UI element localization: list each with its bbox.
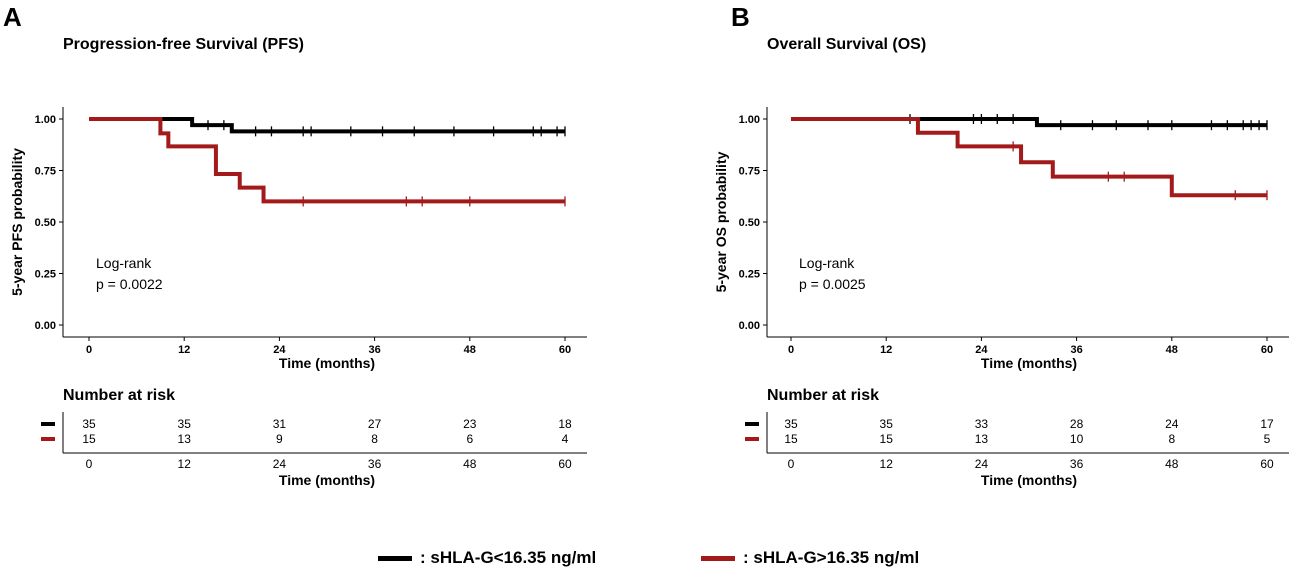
panel-b-risk-count-high: 13	[975, 432, 989, 446]
panel-a-xtick-label: 36	[368, 344, 380, 356]
panel-b-ytick-label: 0.00	[739, 320, 760, 332]
panel-b-risk-count-high: 15	[880, 432, 894, 446]
panel-b-xtick-label: 12	[880, 344, 892, 356]
panel-a-ytick-label: 0.25	[35, 269, 56, 281]
panel-b-risk-time-label: 0	[788, 457, 795, 471]
panel-b-xtick-label: 24	[975, 344, 988, 356]
panel-a-risk-count-high: 9	[276, 432, 283, 446]
panel-b-risk-count-low: 24	[1165, 417, 1179, 431]
legend-swatch-high	[701, 555, 735, 561]
panel-a-risk-time-label: 36	[368, 457, 382, 471]
panel-b-risk-count-high: 8	[1168, 432, 1175, 446]
panel-a-curve-high	[89, 117, 565, 204]
panel-a-risk-count-high: 15	[82, 432, 96, 446]
panel-a-risk-time-label: 0	[86, 457, 93, 471]
legend-label-high: : sHLA-G>16.35 ng/ml	[743, 548, 920, 567]
panel-b-risk-time-label: 48	[1165, 457, 1179, 471]
panel-b-logrank-label: Log-rank	[799, 255, 855, 271]
panel-b-xtick-label: 60	[1261, 344, 1273, 356]
panel-a-risk-count-low: 18	[558, 417, 572, 431]
panel-a-risk-time-label: 24	[273, 457, 287, 471]
panel-b-pvalue: p = 0.0025	[799, 276, 866, 292]
panel-a-risk-count-high: 4	[562, 432, 569, 446]
panel-a-logrank-label: Log-rank	[96, 255, 152, 271]
panel-a-letter: A	[3, 2, 22, 32]
panel-b-risk-count-low: 17	[1260, 417, 1274, 431]
panel-a-xtick-label: 12	[178, 344, 190, 356]
panel-a-risk-xlabel: Time (months)	[279, 472, 375, 488]
panel-a-risk-time-label: 48	[463, 457, 477, 471]
panel-b-risk-title: Number at risk	[767, 387, 879, 404]
panel-b-risk-count-high: 10	[1070, 432, 1084, 446]
panel-a-ytick-label: 0.75	[35, 166, 56, 178]
panel-b-ytick-label: 0.25	[739, 269, 760, 281]
legend-item-low: : sHLA-G<16.35 ng/ml	[378, 545, 596, 571]
panel-b-risk-time-label: 12	[880, 457, 894, 471]
panel-a-title: Progression-free Survival (PFS)	[63, 36, 304, 53]
panel-a-risk-count-high: 13	[178, 432, 192, 446]
panel-a-risk-time-label: 12	[178, 457, 192, 471]
panel-b-risk-time-label: 24	[975, 457, 989, 471]
panel-b-xtick-label: 48	[1166, 344, 1178, 356]
panel-a-ytick-label: 0.00	[35, 320, 56, 332]
panel-a-risk-count-low: 23	[463, 417, 477, 431]
panel-b-ytick-label: 1.00	[739, 114, 760, 126]
panel-a-risk-count-low: 31	[273, 417, 287, 431]
panel-a-risk-count-high: 6	[466, 432, 473, 446]
panel-a-curve-low	[89, 117, 565, 134]
panel-b-letter: B	[731, 2, 750, 32]
panel-b-xtick-label: 36	[1070, 344, 1082, 356]
panel-b-risk-count-low: 35	[880, 417, 894, 431]
legend-label-low: : sHLA-G<16.35 ng/ml	[420, 548, 597, 567]
panel-b-curve-high	[791, 117, 1267, 198]
panel-b-ylabel: 5-year OS probability	[713, 151, 729, 292]
panel-a-risk-title: Number at risk	[63, 387, 175, 404]
panel-a-xtick-label: 60	[559, 344, 571, 356]
panel-a-risk-time-label: 60	[558, 457, 572, 471]
panel-b-xtick-label: 0	[788, 344, 794, 356]
panel-b-risk-count-low: 33	[975, 417, 989, 431]
panel-b-risk-count-high: 15	[784, 432, 798, 446]
panel-b-xlabel: Time (months)	[981, 355, 1077, 371]
panel-b-ytick-label: 0.75	[739, 166, 760, 178]
panel-a-ytick-label: 0.50	[35, 217, 56, 229]
panel-b-risk-count-high: 5	[1264, 432, 1271, 446]
panel-a-xtick-label: 24	[273, 344, 286, 356]
panel-b-risk-count-low: 35	[784, 417, 798, 431]
panel-a-risk-count-low: 35	[82, 417, 96, 431]
panel-a-risk-count-low: 35	[178, 417, 192, 431]
panel-a-pvalue: p = 0.0022	[96, 276, 163, 292]
panel-a-ytick-label: 1.00	[35, 114, 56, 126]
panel-a-xtick-label: 48	[464, 344, 476, 356]
panel-a-xtick-label: 0	[86, 344, 92, 356]
panel-a-risk-count-low: 27	[368, 417, 382, 431]
panel-b-risk-time-label: 60	[1260, 457, 1274, 471]
panel-a-xlabel: Time (months)	[279, 355, 375, 371]
panel-b-risk-time-label: 36	[1070, 457, 1084, 471]
panel-b-risk-xlabel: Time (months)	[981, 472, 1077, 488]
panel-b-title: Overall Survival (OS)	[767, 36, 927, 53]
legend-swatch-low	[378, 555, 412, 561]
panel-b-risk-count-low: 28	[1070, 417, 1084, 431]
panel-a-risk-count-high: 8	[371, 432, 378, 446]
panel-b-ytick-label: 0.50	[739, 217, 760, 229]
legend-item-high: : sHLA-G>16.35 ng/ml	[701, 545, 919, 571]
panel-a-ylabel: 5-year PFS probability	[9, 148, 25, 296]
